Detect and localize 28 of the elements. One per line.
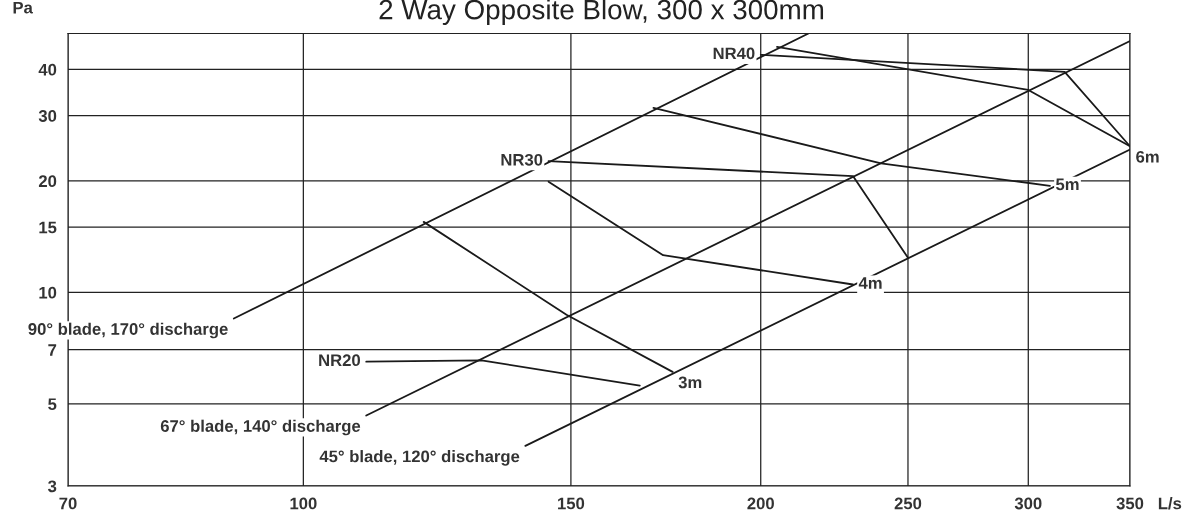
series-label: NR30 — [501, 153, 543, 166]
y-tick-label: 5 — [48, 398, 57, 411]
x-tick-label: 70 — [59, 497, 77, 510]
series-label: 90° blade, 170° discharge — [28, 322, 228, 339]
y-tick-label: 3 — [48, 480, 57, 493]
y-tick-label: 40 — [38, 63, 57, 76]
y-tick-label: 7 — [48, 344, 57, 356]
x-tick-label: 350 — [1116, 497, 1144, 510]
series-label: NR40 — [713, 47, 755, 60]
x-tick-label: 100 — [290, 497, 317, 510]
y-tick-label: 15 — [39, 221, 57, 234]
chart-title: 2 Way Opposite Blow, 300 x 300mm — [379, 0, 824, 25]
x-tick-label: 300 — [1014, 497, 1042, 510]
x-axis-title: L/s — [1158, 497, 1182, 510]
series-label: NR20 — [319, 354, 361, 367]
series-label: 5m — [1055, 178, 1079, 191]
y-axis-title: Pa — [13, 1, 33, 14]
y-tick-label: 20 — [38, 175, 57, 188]
series-label: 3m — [678, 376, 702, 389]
x-tick-label: 250 — [894, 497, 922, 510]
series-label: 6m — [1136, 150, 1159, 163]
y-tick-label: 10 — [39, 286, 57, 299]
y-tick-label: 30 — [38, 110, 57, 122]
x-tick-label: 200 — [747, 497, 774, 510]
series-label: 67° blade, 140° discharge — [160, 419, 361, 436]
x-tick-label: 150 — [558, 497, 585, 510]
series-label: 45° blade, 120° discharge — [319, 450, 520, 466]
series-label: 4m — [858, 277, 882, 289]
